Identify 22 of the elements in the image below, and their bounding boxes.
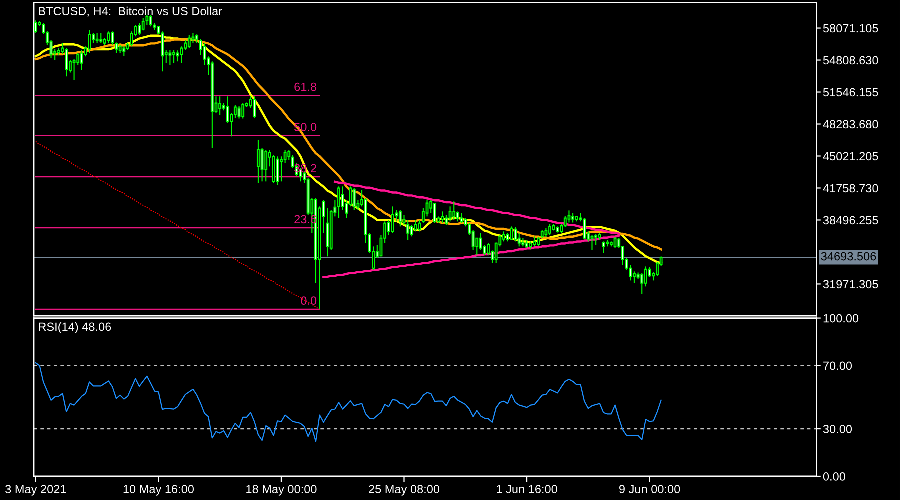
x-tick-label: 18 May 00:00	[246, 485, 317, 496]
y-tick-label: 100.00	[824, 314, 859, 323]
y-tick-label: 0.00	[823, 472, 846, 481]
y-tick-label: 30.00	[823, 425, 852, 434]
series-label: 61.8	[294, 82, 317, 92]
chart-title: BTCUSD, H4: Bitcoin vs US Dollar	[39, 6, 222, 17]
x-tick-label: 1 Jun 16:00	[497, 485, 558, 494]
y-tick-label: 38496.255	[823, 216, 878, 225]
y-tick-label: 45021.205	[823, 152, 878, 161]
y-tick-label: 48283.680	[823, 120, 878, 129]
y-tick-label: 51546.155	[823, 88, 878, 97]
y-tick-label: 31971.305	[823, 280, 878, 289]
y-tick-label: 58071.105	[823, 24, 878, 33]
x-tick-label: 3 May 2021	[6, 485, 66, 496]
chart-title: RSI(14) 48.06	[39, 322, 112, 334]
x-tick-label: 10 May 16:00	[124, 485, 194, 496]
y-tick-label: 41758.730	[823, 184, 878, 193]
x-tick-label: 9 Jun 00:00	[620, 485, 680, 494]
y-tick-label: 54808.630	[823, 56, 878, 65]
ref-line-label: 34693.506	[821, 252, 876, 261]
y-tick-label: 70.00	[824, 362, 852, 370]
x-tick-label: 25 May 08:00	[369, 485, 440, 496]
